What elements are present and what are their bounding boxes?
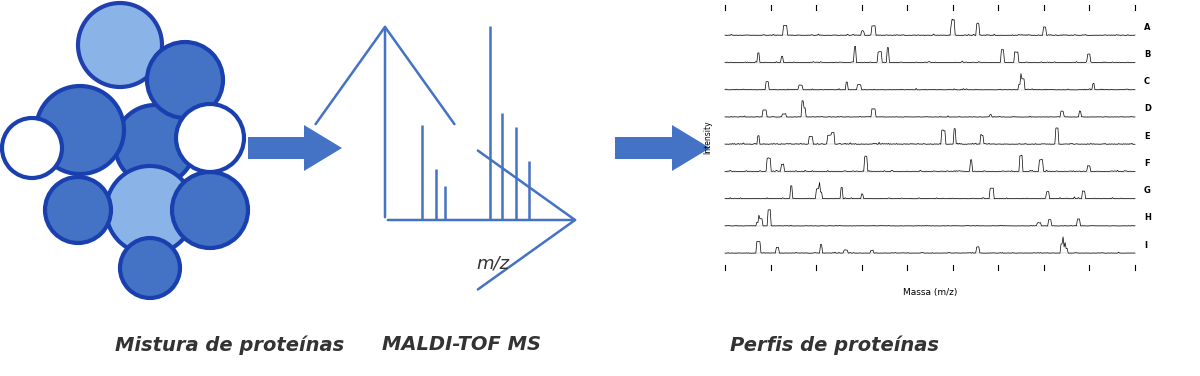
Text: B: B (1144, 50, 1151, 59)
Text: E: E (1144, 132, 1150, 141)
Text: Mistura de proteínas: Mistura de proteínas (115, 335, 344, 355)
Text: C: C (1144, 77, 1150, 86)
Circle shape (115, 105, 194, 185)
Text: G: G (1144, 186, 1151, 195)
Text: H: H (1144, 213, 1151, 222)
Polygon shape (248, 125, 342, 171)
Circle shape (148, 42, 223, 118)
Text: D: D (1144, 105, 1151, 114)
Bar (720, 5, 1140, 270)
Text: Massa (m/z): Massa (m/z) (902, 288, 958, 297)
Text: MALDI-TOF MS: MALDI-TOF MS (382, 335, 541, 355)
Text: F: F (1144, 159, 1150, 168)
Circle shape (176, 104, 244, 172)
Circle shape (46, 177, 112, 243)
Text: Perfis de proteínas: Perfis de proteínas (730, 335, 940, 355)
Circle shape (120, 238, 180, 298)
Circle shape (78, 3, 162, 87)
Circle shape (106, 166, 194, 254)
Text: m/z: m/z (476, 255, 509, 273)
Text: Intensity: Intensity (703, 121, 712, 154)
Polygon shape (616, 125, 710, 171)
Circle shape (172, 172, 248, 248)
Circle shape (36, 86, 124, 174)
Text: A: A (1144, 23, 1151, 32)
Circle shape (2, 118, 62, 178)
Text: I: I (1144, 241, 1147, 250)
